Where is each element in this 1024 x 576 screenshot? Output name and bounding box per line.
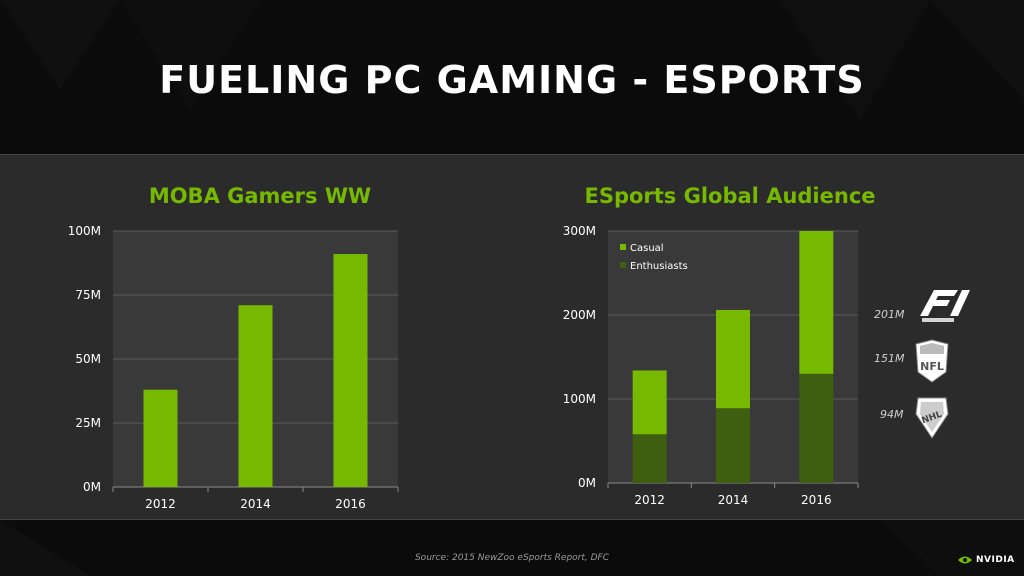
- slide-title: FUELING PC GAMING - ESPORTS: [159, 58, 865, 102]
- esports-chart-title: ESports Global Audience: [584, 184, 876, 208]
- nvidia-eye-icon: [958, 556, 972, 564]
- moba-chart-title: MOBA Gamers WW: [148, 184, 372, 208]
- source-citation: Source: 2015 NewZoo eSports Report, DFC: [414, 553, 610, 563]
- formula-1-logo-icon: [920, 290, 970, 322]
- svg-text:NFL: NFL: [920, 360, 944, 373]
- nhl-logo-icon: NHL: [915, 397, 949, 439]
- chart-panel: [0, 154, 1024, 520]
- nfl-audience-label: 151M: [874, 352, 905, 365]
- nfl-logo-icon: NFL: [915, 339, 949, 383]
- nhl-audience-label: 94M: [880, 408, 904, 421]
- nvidia-brand-text: NVIDIA: [976, 555, 1015, 565]
- nvidia-logo: NVIDIA: [958, 552, 1018, 568]
- f1-audience-label: 201M: [874, 308, 905, 321]
